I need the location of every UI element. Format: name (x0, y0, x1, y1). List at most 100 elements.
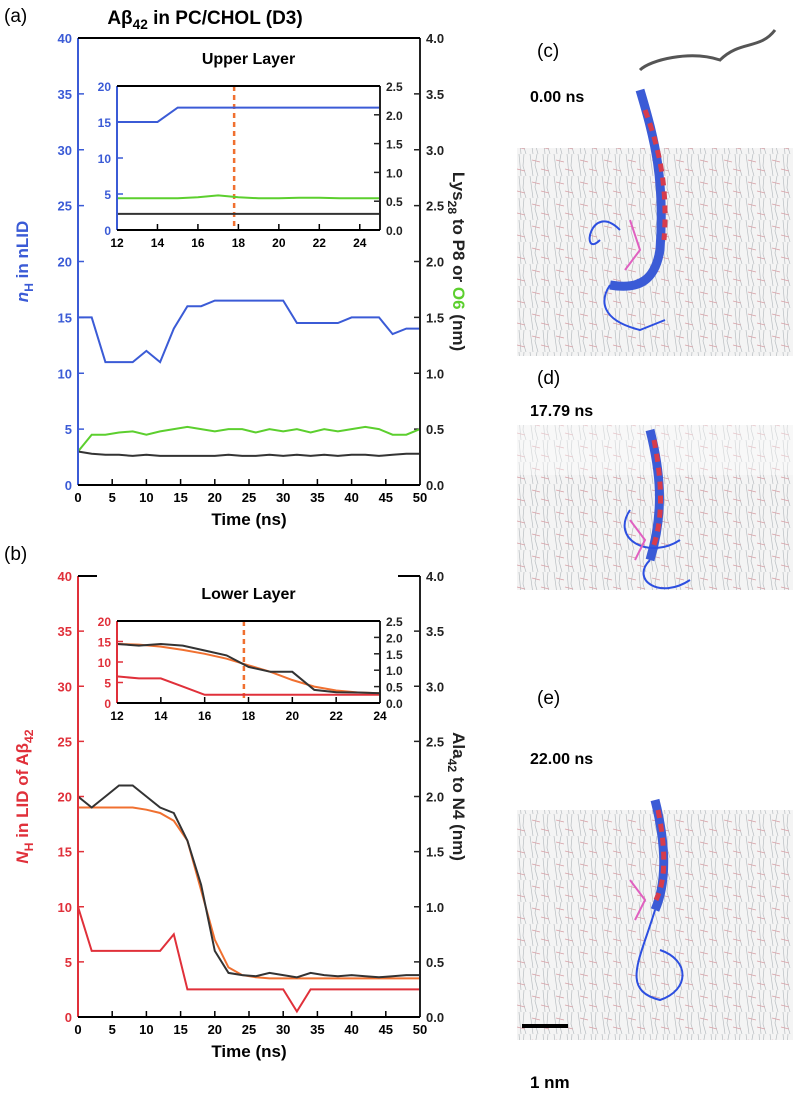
y-tick-label: 30 (58, 679, 72, 694)
y2-tick-label: 2.5 (426, 199, 444, 214)
x-tick-label: 10 (139, 490, 153, 505)
y2-tick-label: 0.5 (386, 681, 403, 695)
y2-tick-label: 0.5 (426, 955, 444, 970)
y-tick-label: 25 (58, 199, 72, 214)
x-tick-label: 25 (242, 1022, 256, 1037)
x-tick-label: 24 (353, 236, 367, 250)
series-line (77, 906, 420, 1014)
label-part: (nm) (449, 310, 468, 352)
y-tick-label: 15 (58, 310, 72, 325)
y2-tick-label: 0.0 (386, 697, 403, 711)
series-line (116, 643, 381, 695)
label-part: O6 (449, 287, 468, 310)
y-tick-label: 10 (98, 152, 112, 166)
y-tick-label: 0 (104, 697, 111, 711)
y-tick-label: 5 (65, 955, 72, 970)
series-line (77, 425, 421, 453)
y-tick-label: 10 (98, 656, 112, 670)
label-part: to N4 (nm) (449, 772, 468, 861)
inset-title: Upper Layer (202, 51, 295, 68)
x-tick-label: 50 (413, 490, 427, 505)
x-tick-label: 5 (109, 1022, 116, 1037)
series-line (116, 642, 381, 695)
y-tick-label: 35 (58, 624, 72, 639)
y2-tick-label: 4.0 (426, 31, 444, 46)
y2-tick-label: 1.0 (386, 664, 403, 678)
y2-tick-label: 1.5 (386, 138, 403, 152)
x-tick-label: 20 (208, 490, 222, 505)
label-part: 42 (445, 759, 459, 773)
snapshot-label: (d) (537, 368, 560, 389)
y2-tick-label: 2.5 (386, 615, 403, 629)
y-tick-label: 5 (104, 188, 111, 202)
y2-tick-label: 0.0 (426, 1010, 444, 1025)
x-tick-label: 0 (74, 490, 81, 505)
label-part: in LID of Aβ (13, 743, 32, 842)
x-tick-label: 20 (286, 709, 300, 723)
y-tick-label: 20 (98, 80, 112, 94)
y2-tick-label: 3.5 (426, 87, 444, 102)
label-part: 42 (22, 729, 36, 743)
x-tick-label: 0 (74, 1022, 81, 1037)
y2-tick-label: 1.0 (426, 366, 444, 381)
x-tick-label: 10 (139, 1022, 153, 1037)
label-part: H (22, 283, 36, 292)
series-line (77, 784, 420, 979)
x-tick-label: 40 (344, 490, 358, 505)
x-tick-label: 50 (413, 1022, 427, 1037)
x-tick-label: 40 (344, 1022, 358, 1037)
y-tick-label: 20 (58, 790, 72, 805)
y2-tick-label: 2.0 (426, 790, 444, 805)
x-tick-label: 18 (232, 236, 246, 250)
y2-tick-label: 0.5 (386, 195, 403, 209)
y-tick-label: 10 (58, 900, 72, 915)
x-tick-label: 30 (276, 490, 290, 505)
snapshot-label: (e) (537, 688, 560, 709)
x-tick-label: 15 (173, 490, 187, 505)
panel-label: (b) (4, 544, 27, 565)
x-tick-label: 45 (379, 490, 393, 505)
y-tick-label: 5 (104, 677, 111, 691)
y2-axis-label: Ala42 to N4 (nm) (445, 732, 468, 861)
y-tick-label: 40 (58, 31, 72, 46)
y-tick-label: 10 (58, 366, 72, 381)
label-part: to P8 or (449, 214, 468, 287)
y-tick-label: 5 (65, 422, 72, 437)
y2-tick-label: 1.5 (426, 310, 444, 325)
series-line (78, 806, 420, 980)
x-tick-label: 12 (110, 709, 124, 723)
y-tick-label: 0 (65, 1010, 72, 1025)
label-part: Lys (449, 172, 468, 201)
snapshot-c (517, 29, 793, 356)
x-tick-label: 35 (310, 1022, 324, 1037)
x-tick-label: 16 (191, 236, 205, 250)
y2-tick-label: 1.5 (426, 845, 444, 860)
y-tick-label: 15 (98, 636, 112, 650)
series-line (117, 194, 380, 200)
y2-tick-label: 3.0 (426, 143, 444, 158)
x-tick-label: 20 (272, 236, 286, 250)
label-part: n (13, 292, 32, 302)
y2-tick-label: 1.0 (386, 166, 403, 180)
y-tick-label: 20 (58, 255, 72, 270)
x-tick-label: 16 (198, 709, 212, 723)
y2-tick-label: 0.0 (426, 478, 444, 493)
label-part: N (13, 851, 32, 864)
x-tick-label: 35 (310, 490, 324, 505)
series-line (77, 450, 420, 457)
y2-tick-label: 2.0 (386, 631, 403, 645)
y2-tick-label: 1.0 (426, 900, 444, 915)
y2-tick-label: 0.5 (426, 422, 444, 437)
y2-tick-label: 2.0 (426, 255, 444, 270)
scale-bar-label: 1 nm (530, 1073, 570, 1092)
label-part: Ala (449, 732, 468, 759)
series-line (78, 299, 420, 364)
x-tick-label: 5 (109, 490, 116, 505)
snapshot-e (517, 798, 793, 1040)
y-tick-label: 40 (58, 569, 72, 584)
snapshot-time: 17.79 ns (530, 403, 593, 420)
y2-axis-label: Lys28 to P8 or O6 (nm) (445, 172, 468, 351)
y-axis-label: NH in LID of Aβ42 (13, 729, 36, 863)
label-part: 28 (445, 201, 459, 215)
y2-tick-label: 2.5 (426, 734, 444, 749)
